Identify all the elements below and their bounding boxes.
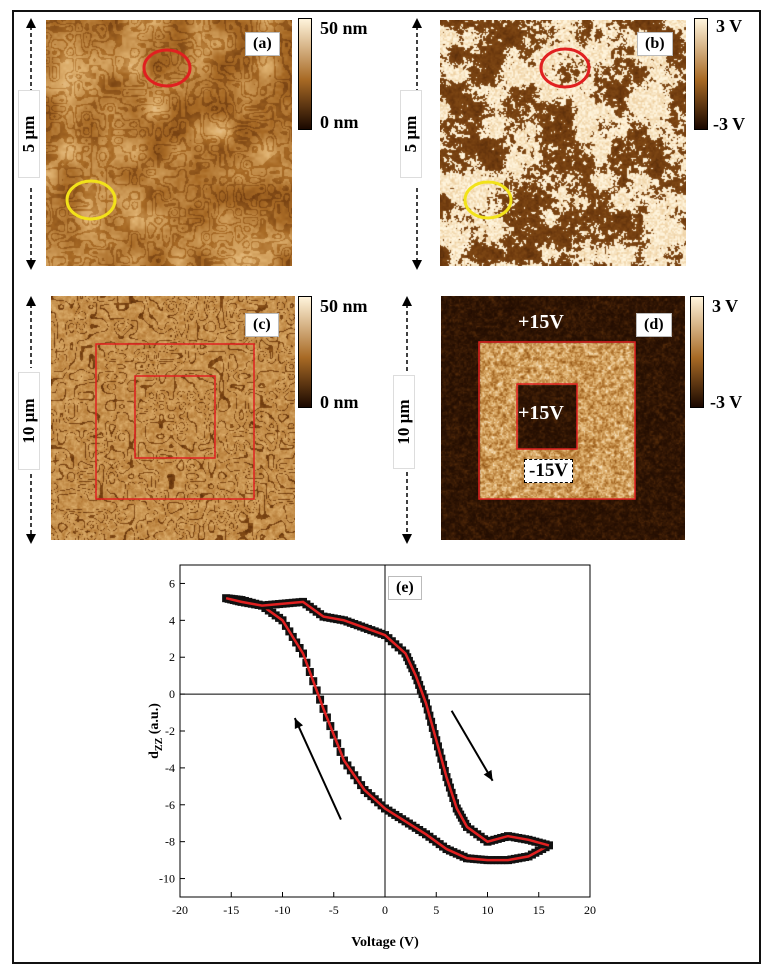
panel-label-d: (d) bbox=[636, 313, 672, 337]
red-circle-marker bbox=[539, 47, 591, 89]
y-tick-label: -4 bbox=[165, 761, 175, 775]
hysteresis-branch-1 bbox=[225, 596, 550, 862]
bias-label-mid: -15V bbox=[524, 459, 574, 483]
sweep-direction-arrow bbox=[293, 717, 342, 820]
colorbar-min-d: -3 V bbox=[710, 392, 743, 412]
x-tick-label: -20 bbox=[172, 903, 188, 917]
y-tick-label: -2 bbox=[165, 724, 175, 738]
inner-poled-square bbox=[134, 375, 216, 459]
y-tick-label: -10 bbox=[159, 872, 175, 886]
colorbar-max-d: 3 V bbox=[712, 296, 739, 316]
x-tick-label: 15 bbox=[533, 903, 545, 917]
scale-arrow-d bbox=[402, 296, 412, 544]
x-tick-label: 20 bbox=[584, 903, 596, 917]
scale-arrow-b bbox=[412, 18, 422, 270]
scale-box-c: 10 µm bbox=[18, 372, 40, 470]
bias-label-outer: +15V bbox=[518, 311, 564, 333]
colorbar-max-a: 50 nm bbox=[320, 18, 368, 38]
colorbar-b bbox=[694, 18, 708, 130]
sweep-direction-arrow bbox=[450, 710, 494, 782]
markers-a bbox=[65, 48, 192, 221]
scale-box-a: 5 µm bbox=[18, 90, 40, 178]
panel-label-c: (c) bbox=[245, 313, 279, 337]
colorbar-max-c: 50 nm bbox=[320, 296, 368, 316]
markers-b bbox=[463, 47, 591, 220]
colorbar-a bbox=[298, 18, 312, 130]
x-tick-label: -5 bbox=[329, 903, 339, 917]
scale-box-b: 5 µm bbox=[400, 90, 422, 178]
yellow-circle-marker bbox=[463, 180, 513, 220]
colorbar-max-b: 3 V bbox=[716, 16, 743, 36]
y-tick-label: 6 bbox=[169, 576, 175, 590]
colorbar-min-b: -3 V bbox=[713, 114, 746, 134]
panel-c: 10 µm (c) 50 nm 0 nm bbox=[18, 296, 368, 544]
arrow-head bbox=[483, 769, 493, 781]
frames-d bbox=[478, 341, 636, 500]
y-tick-label: -8 bbox=[165, 835, 175, 849]
piezo-phase-map-b bbox=[440, 20, 686, 266]
figure-frame bbox=[12, 10, 761, 964]
panel-label-e: (e) bbox=[388, 576, 422, 600]
x-axis-label: Voltage (V) bbox=[351, 935, 419, 950]
y-tick-label: 4 bbox=[169, 613, 175, 627]
x-tick-label: -10 bbox=[275, 903, 291, 917]
panel-label-a: (a) bbox=[245, 32, 280, 56]
x-tick-label: 0 bbox=[382, 903, 388, 917]
inner-poled-square bbox=[516, 383, 578, 450]
topography-map-a bbox=[46, 20, 292, 266]
colorbar-c bbox=[298, 296, 312, 408]
panel-a: 5 µm (a) 50 nm 0 nm bbox=[0, 0, 774, 280]
yellow-circle-marker bbox=[65, 179, 117, 221]
colorbar-d bbox=[690, 296, 704, 408]
red-circle-marker bbox=[142, 48, 192, 88]
bias-label-inner: +15V bbox=[518, 402, 564, 424]
colorbar-min-a: 0 nm bbox=[320, 112, 359, 132]
arrow-head bbox=[294, 718, 304, 730]
y-tick-label: 0 bbox=[169, 687, 175, 701]
x-tick-label: 10 bbox=[482, 903, 494, 917]
hysteresis-branch-2 bbox=[225, 596, 550, 847]
y-tick-label: -6 bbox=[165, 798, 175, 812]
x-tick-label: -15 bbox=[223, 903, 239, 917]
panel-label-b: (b) bbox=[637, 32, 673, 56]
outer-poled-square bbox=[95, 343, 255, 500]
scale-arrow-a bbox=[26, 18, 36, 270]
panel-b: 5 µm (b) 3 V -3 V bbox=[0, 0, 774, 280]
colorbar-min-c: 0 nm bbox=[320, 392, 359, 412]
outer-poled-square bbox=[478, 341, 636, 500]
scale-arrow-c bbox=[26, 296, 36, 544]
scale-box-d: 10 µm bbox=[393, 375, 415, 469]
frames-c bbox=[95, 343, 255, 500]
x-tick-label: 5 bbox=[433, 903, 439, 917]
y-axis-label: dZZ (a.u.) bbox=[147, 703, 165, 759]
panel-d: 10 µm +15V +15V -15V (d) 3 V -3 V bbox=[393, 296, 743, 544]
y-tick-label: 2 bbox=[169, 650, 175, 664]
